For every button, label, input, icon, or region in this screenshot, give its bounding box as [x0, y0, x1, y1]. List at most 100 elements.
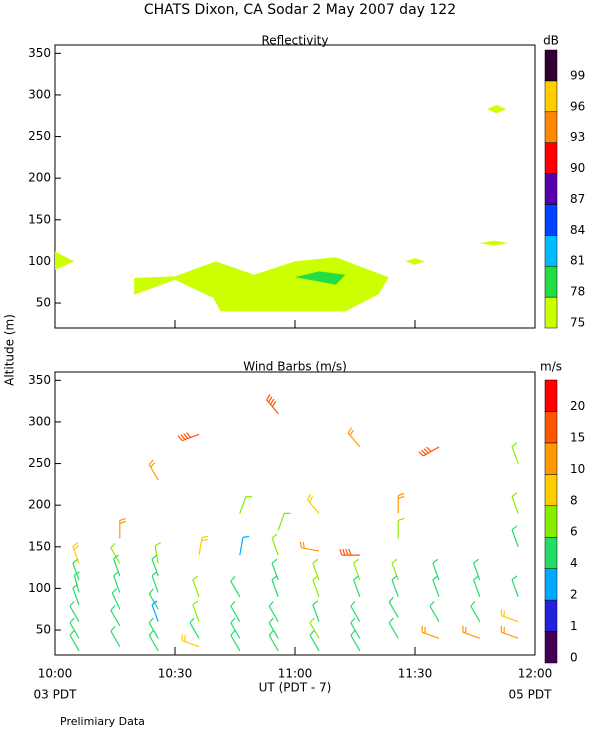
wind-barb — [397, 492, 405, 514]
colorbar-label: 87 — [570, 192, 585, 206]
wind-barb — [177, 432, 200, 442]
wind-barb — [312, 558, 320, 581]
wind-barb — [347, 427, 361, 448]
colorbar-label: dB — [543, 34, 559, 48]
wind-barb — [266, 394, 279, 415]
wind-barb — [432, 558, 440, 581]
wind-barb — [277, 512, 291, 531]
contour-region — [405, 258, 425, 265]
wind-barb — [72, 542, 80, 564]
wind-barb — [388, 596, 399, 618]
x-tick-label: 12:00 — [518, 667, 553, 681]
wind-barb — [432, 575, 440, 597]
wind-barb — [192, 575, 200, 597]
wind-barb — [388, 617, 399, 639]
wind-barb — [511, 525, 519, 547]
colorbar-segment — [544, 142, 558, 174]
wind-barb — [339, 548, 360, 556]
x-end-label: 03 PDT — [34, 688, 78, 702]
wind-barb — [470, 600, 481, 623]
wind-barb — [397, 517, 405, 539]
contour-region — [55, 251, 75, 270]
colorbar-segment — [544, 235, 558, 267]
plot-frame — [54, 371, 536, 656]
wind-barb — [268, 630, 279, 652]
y-tick-label: 250 — [28, 456, 51, 470]
x-tick-label: 11:00 — [278, 667, 313, 681]
wind-barb — [148, 630, 159, 652]
wind-barb — [72, 558, 80, 581]
wind-barb — [473, 558, 481, 581]
wind-barb — [113, 571, 121, 593]
wind-barb — [350, 630, 361, 652]
x-tick-label: 10:00 — [38, 667, 73, 681]
contour-region — [295, 271, 346, 285]
wind-barb — [421, 625, 440, 639]
x-tick-label: 11:30 — [398, 667, 433, 681]
wind-barb — [148, 459, 159, 481]
y-axis-label: Altitude (m) — [3, 314, 17, 386]
wind-barb — [268, 600, 279, 623]
wind-barb — [151, 571, 159, 593]
x-end-label: 05 PDT — [509, 688, 553, 702]
colorbar-segment — [544, 204, 558, 236]
y-tick-label: 150 — [28, 212, 51, 226]
colorbar-segment — [544, 411, 558, 444]
wind-barb — [473, 575, 481, 597]
contour-region — [487, 104, 507, 114]
y-tick-label: 200 — [28, 171, 51, 185]
colorbar-label: 90 — [570, 161, 585, 175]
contour-region — [479, 240, 509, 246]
wind-barb — [189, 617, 200, 639]
colorbar-segment — [544, 536, 558, 569]
wind-barb — [312, 600, 320, 622]
colorbar-label: 4 — [570, 556, 578, 570]
y-tick-label: 300 — [28, 414, 51, 428]
wind-barb — [299, 541, 320, 552]
wind-barb — [154, 542, 161, 564]
wind-barb — [119, 517, 126, 539]
wind-barb — [230, 600, 241, 623]
wind-barb — [73, 571, 80, 593]
y-tick-label: 250 — [28, 129, 51, 143]
wind-barb — [511, 575, 519, 597]
wind-barb — [198, 535, 209, 556]
colorbar-segment — [544, 505, 558, 538]
colorbar-label: 8 — [570, 493, 578, 507]
colorbar-label: 10 — [570, 462, 585, 476]
wind-barb — [69, 630, 80, 652]
y-tick-label: 150 — [28, 539, 51, 553]
wind-barb — [69, 600, 80, 623]
panel-title: Reflectivity — [261, 34, 328, 48]
y-tick-label: 350 — [28, 46, 51, 60]
y-tick-label: 200 — [28, 498, 51, 512]
chart-title: CHATS Dixon, CA Sodar 2 May 2007 day 122 — [144, 2, 456, 18]
wind-barb — [500, 609, 519, 623]
colorbar-segment — [544, 474, 558, 507]
wind-barb — [110, 542, 121, 564]
y-tick-label: 100 — [28, 254, 51, 268]
wind-barb — [312, 575, 320, 597]
x-tick-label: 10:30 — [158, 667, 193, 681]
note: Prelimiary Data — [60, 715, 145, 728]
colorbar-label: 1 — [570, 619, 578, 633]
wind-barb — [429, 600, 440, 623]
wind-barb — [192, 600, 200, 622]
panel-title: Wind Barbs (m/s) — [243, 360, 347, 374]
colorbar-label: m/s — [540, 360, 562, 374]
wind-barb — [271, 533, 279, 556]
wind-barb — [230, 617, 241, 639]
wind-barb — [110, 625, 121, 647]
wind-barb — [181, 634, 200, 648]
wind-barb — [72, 583, 80, 606]
wind-barb — [148, 617, 159, 639]
colorbar-segment — [544, 111, 558, 143]
wind-barb — [151, 554, 159, 577]
colorbar-label: 15 — [570, 430, 585, 444]
wind-barb — [391, 575, 399, 597]
wind-barb — [350, 617, 361, 639]
colorbar-label: 96 — [570, 99, 585, 113]
colorbar-label: 20 — [570, 399, 585, 413]
y-tick-label: 350 — [28, 373, 51, 387]
